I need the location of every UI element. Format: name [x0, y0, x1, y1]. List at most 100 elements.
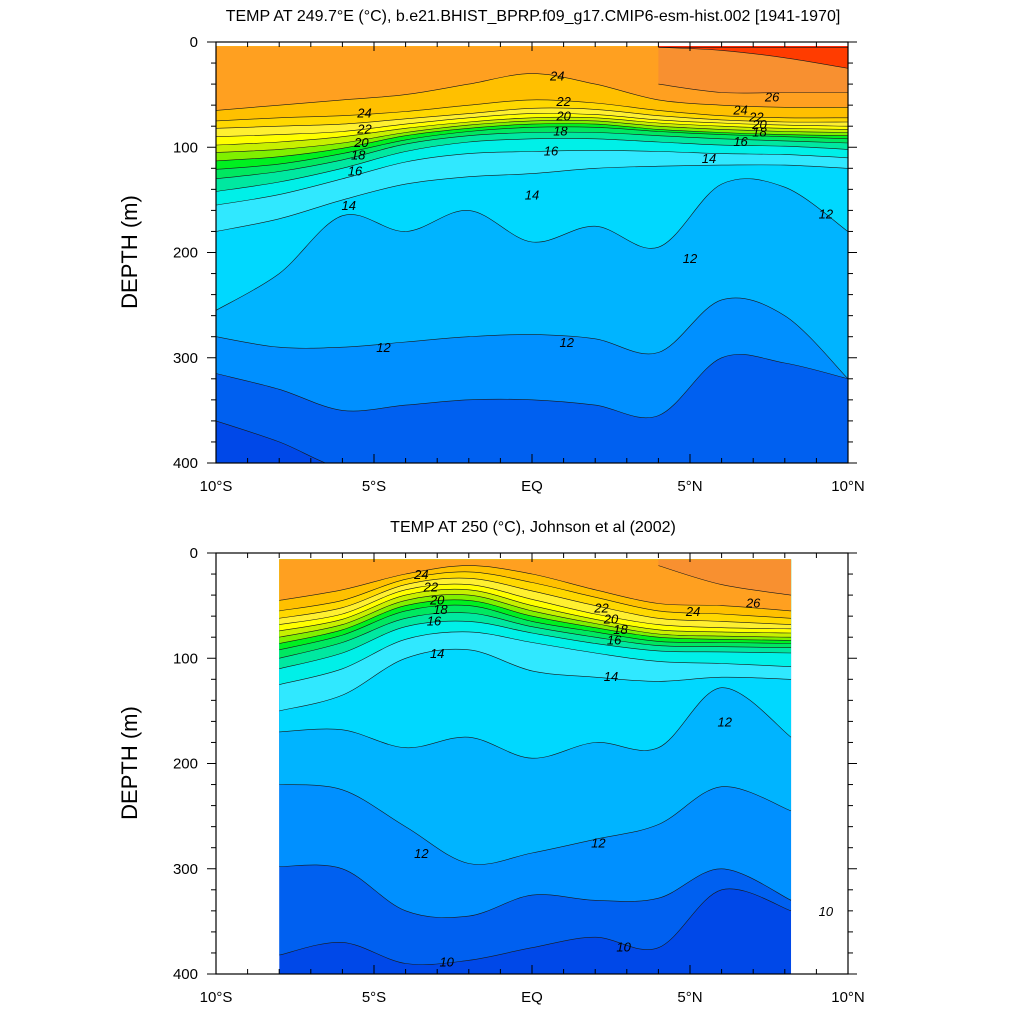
contour-label-12: 12	[683, 251, 698, 266]
contour-label-20: 20	[353, 135, 369, 150]
isotherm-24	[279, 571, 792, 619]
isotherm-12	[216, 297, 848, 380]
isotherm-20	[216, 120, 848, 153]
contour-label-14: 14	[702, 151, 716, 166]
isotherm-16	[279, 620, 792, 670]
contour-label-26: 26	[745, 595, 761, 610]
contour-lines	[279, 565, 792, 965]
isotherm-25	[216, 73, 848, 111]
isotherm-26	[658, 83, 848, 94]
isotherm-11	[216, 354, 848, 419]
contour-label-24: 24	[732, 102, 747, 117]
isotherm-19	[279, 599, 792, 644]
x-tick-label-4: 10°N	[831, 478, 865, 495]
panel-bottom-plot-area: 2422201816142220181614242612121210101010…	[173, 545, 865, 1006]
contour-label-12: 12	[591, 835, 606, 850]
isotherm-21	[279, 588, 792, 634]
isotherm-21	[216, 116, 848, 146]
isotherm-18	[216, 126, 848, 170]
isotherm-11	[279, 864, 792, 918]
x-tick-label-1: 5°S	[362, 478, 386, 495]
x-tick-label-1: 5°S	[362, 989, 386, 1006]
contour-label-18: 18	[351, 148, 366, 163]
contour-label-20: 20	[751, 117, 767, 132]
contour-label-22: 22	[423, 580, 439, 595]
contour-label-20: 20	[555, 109, 571, 124]
contour-label-12: 12	[376, 340, 391, 355]
y-tick-label-4: 400	[173, 455, 198, 472]
axis-ticks	[207, 552, 857, 975]
isotherm-16	[216, 138, 848, 192]
contour-label-16: 16	[544, 143, 559, 158]
x-tick-label-4: 10°N	[831, 989, 865, 1006]
contour-label-22: 22	[356, 121, 372, 136]
x-tick-label-3: 5°N	[677, 989, 702, 1006]
contour-label-26: 26	[764, 90, 780, 105]
axis-ticks	[207, 41, 857, 464]
isotherm-23	[279, 577, 792, 625]
isotherm-13	[279, 687, 792, 759]
isotherm-22	[279, 583, 792, 630]
panel-top: TEMP AT 249.7°E (°C), b.e21.BHIST_BPRP.f…	[117, 8, 865, 495]
contour-label-18: 18	[613, 622, 628, 637]
contour-label-18: 18	[752, 124, 767, 139]
contour-label-10: 10	[819, 904, 834, 919]
x-tick-label-3: 5°N	[677, 478, 702, 495]
isotherm-24	[216, 99, 848, 122]
panel-bottom-y-axis-label: DEPTH (m)	[117, 706, 142, 820]
isotherm-15	[216, 150, 848, 206]
contour-label-10: 10	[439, 954, 454, 969]
contour-label-20: 20	[603, 611, 619, 626]
contour-label-16: 16	[607, 632, 622, 647]
y-tick-label-2: 200	[173, 756, 198, 773]
isotherm-13	[216, 178, 848, 311]
contour-band-27	[658, 46, 848, 69]
y-tick-label-0: 0	[190, 545, 198, 562]
isotherm-23	[216, 107, 848, 129]
y-tick-label-0: 0	[190, 34, 198, 51]
contour-label-22: 22	[593, 601, 609, 616]
contour-label-22: 22	[748, 110, 764, 125]
contour-label-16: 16	[348, 163, 363, 178]
x-tick-label-2: EQ	[521, 478, 543, 495]
contour-fills	[216, 46, 848, 464]
isotherm-26	[658, 565, 792, 596]
contour-lines	[216, 46, 848, 464]
isotherm-15	[279, 631, 792, 685]
y-tick-label-1: 100	[173, 139, 198, 156]
panel-bottom-title: TEMP AT 250 (°C), Johnson et al (2002)	[390, 519, 676, 536]
contour-band-27	[658, 557, 791, 558]
contour-label-24: 24	[549, 69, 564, 84]
contour-label-14: 14	[341, 198, 355, 213]
isotherm-19	[216, 123, 848, 162]
x-tick-label-0: 10°S	[200, 989, 233, 1006]
contour-label-24: 24	[413, 567, 428, 582]
isotherm-17	[279, 612, 792, 659]
panel-bottom: TEMP AT 250 (°C), Johnson et al (2002) D…	[117, 519, 865, 1006]
contour-band-25	[279, 559, 792, 611]
isotherm-10	[216, 420, 327, 464]
contour-band-26	[658, 559, 792, 596]
y-tick-label-3: 300	[173, 350, 198, 367]
contour-label-24: 24	[356, 106, 371, 121]
isotherm-10	[279, 888, 792, 965]
isotherm-27	[658, 47, 848, 69]
contour-label-14: 14	[525, 188, 539, 203]
x-tick-label-2: EQ	[521, 989, 543, 1006]
contour-label-22: 22	[555, 94, 571, 109]
contour-label-16: 16	[427, 613, 442, 628]
contour-label-16: 16	[733, 134, 748, 149]
x-tick-label-0: 10°S	[200, 478, 233, 495]
isotherm-17	[216, 131, 848, 180]
panel-top-y-axis-label: DEPTH (m)	[117, 195, 142, 309]
contour-label-12: 12	[819, 207, 834, 222]
isotherm-18	[279, 604, 792, 651]
contour-label-12: 12	[718, 714, 733, 729]
contour-label-18: 18	[433, 602, 448, 617]
isotherm-25	[279, 565, 792, 612]
contour-label-10: 10	[616, 940, 631, 955]
